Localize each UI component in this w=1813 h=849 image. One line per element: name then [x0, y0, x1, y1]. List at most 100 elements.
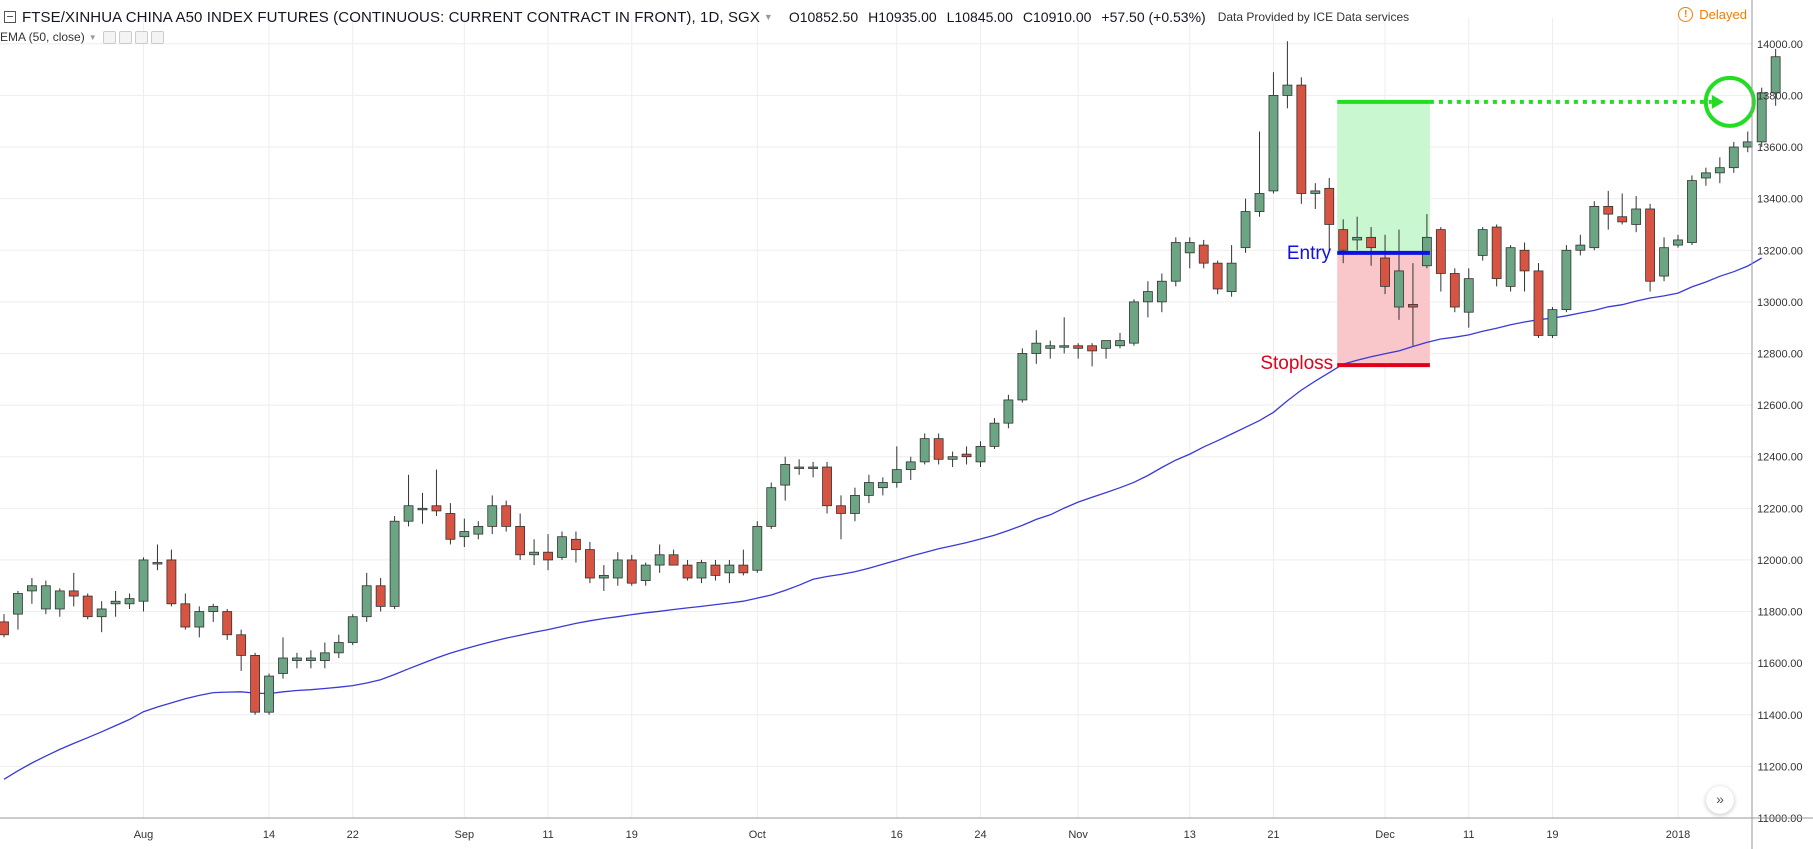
- candle: [850, 487, 860, 522]
- candle-body: [1561, 249, 1572, 311]
- candle: [417, 492, 428, 524]
- candle-body: [557, 536, 567, 558]
- candle-body: [1324, 187, 1335, 225]
- candle: [1728, 141, 1739, 173]
- stoploss-label: Stoploss: [1260, 353, 1333, 374]
- candle-body: [501, 505, 512, 527]
- ema-series-line: [3, 257, 1763, 780]
- remove-icon[interactable]: [150, 30, 164, 44]
- more-icon[interactable]: [134, 30, 148, 44]
- candle-body: [1240, 211, 1251, 249]
- candle: [1701, 167, 1711, 186]
- candle: [822, 461, 832, 514]
- symbol-title[interactable]: FTSE/XINHUA CHINA A50 INDEX FUTURES (CON…: [22, 8, 760, 26]
- candle-body: [278, 657, 288, 674]
- candle-body: [1156, 280, 1167, 303]
- chart-header: FTSE/XINHUA CHINA A50 INDEX FUTURES (CON…: [0, 6, 1409, 28]
- candle-body: [26, 585, 37, 592]
- candle-body: [1533, 270, 1544, 336]
- candle-body: [1659, 247, 1669, 277]
- candle-body: [264, 675, 274, 713]
- candle-body: [585, 549, 595, 579]
- candle: [1129, 299, 1139, 346]
- chevron-down-icon[interactable]: ▼: [763, 12, 773, 22]
- candle: [1268, 72, 1279, 194]
- candle: [1631, 196, 1642, 233]
- delayed-badge[interactable]: ! Delayed: [1678, 7, 1747, 22]
- candle-body: [1505, 247, 1516, 287]
- trade-annotations: Entry Stoploss: [1260, 75, 1756, 374]
- candle: [543, 534, 553, 571]
- candle-body: [1073, 345, 1084, 349]
- candle-body: [1714, 167, 1725, 174]
- x-tick-label: Aug: [134, 829, 154, 841]
- candle-body: [724, 564, 735, 574]
- ema-line: [3, 257, 1763, 780]
- candle-body: [1031, 342, 1042, 354]
- candle: [1212, 260, 1223, 295]
- candle-body: [1059, 345, 1070, 348]
- candle: [1156, 273, 1167, 313]
- x-tick-label: 19: [626, 829, 638, 841]
- candle-body: [529, 551, 539, 556]
- candle-body: [891, 469, 902, 483]
- candle-body: [961, 453, 972, 458]
- candle: [585, 541, 595, 584]
- candle-body: [250, 655, 261, 713]
- candle: [26, 578, 37, 604]
- candle: [278, 637, 288, 679]
- candle-body: [222, 611, 233, 636]
- settings-icon[interactable]: [118, 30, 132, 44]
- candle-body: [347, 616, 358, 643]
- candle: [1575, 234, 1586, 256]
- candle-body: [738, 564, 749, 574]
- profit-zone: [1337, 101, 1430, 253]
- scroll-to-realtime-button[interactable]: »: [1706, 786, 1734, 814]
- candle-body: [543, 551, 553, 561]
- candle: [54, 588, 65, 617]
- candle: [612, 552, 623, 586]
- candle-body: [640, 564, 651, 581]
- candle-body: [1087, 345, 1097, 352]
- candle: [864, 474, 874, 504]
- y-tick-label: 11400.00: [1757, 710, 1802, 722]
- candle-body: [1519, 249, 1530, 272]
- ema-indicator-label[interactable]: EMA (50, close): [0, 30, 85, 44]
- candle-body: [668, 554, 679, 566]
- candle: [710, 559, 721, 581]
- chevron-down-icon[interactable]: ▼: [88, 32, 97, 42]
- candle: [1115, 332, 1125, 349]
- candle-body: [1477, 229, 1488, 256]
- target-arrowhead: [1711, 94, 1724, 109]
- candle-body: [13, 593, 23, 615]
- candle: [264, 673, 274, 715]
- candle-body: [905, 461, 916, 471]
- candle: [1254, 131, 1265, 217]
- y-tick-label: 12800.00: [1757, 348, 1803, 360]
- candle: [431, 469, 442, 517]
- candle: [1324, 178, 1335, 251]
- collapse-icon[interactable]: [4, 11, 16, 23]
- candle: [919, 433, 930, 465]
- candle-body: [1547, 309, 1558, 336]
- candle: [1408, 263, 1418, 346]
- candle: [1338, 219, 1349, 264]
- candle: [1017, 348, 1028, 403]
- candle: [208, 603, 219, 622]
- candle-body: [445, 513, 456, 540]
- candle-body: [1645, 208, 1655, 282]
- high-readout: H10935.00: [868, 9, 937, 25]
- candle: [1059, 317, 1070, 354]
- candle: [1170, 237, 1181, 287]
- candle: [138, 557, 149, 612]
- candle: [1742, 131, 1753, 153]
- visibility-icon[interactable]: [102, 30, 116, 44]
- candle-body: [808, 466, 818, 469]
- candle: [626, 554, 637, 586]
- candle: [1184, 237, 1195, 269]
- candle-body: [1701, 172, 1711, 179]
- candle: [557, 531, 567, 560]
- y-tick-label: 13200.00: [1757, 245, 1803, 257]
